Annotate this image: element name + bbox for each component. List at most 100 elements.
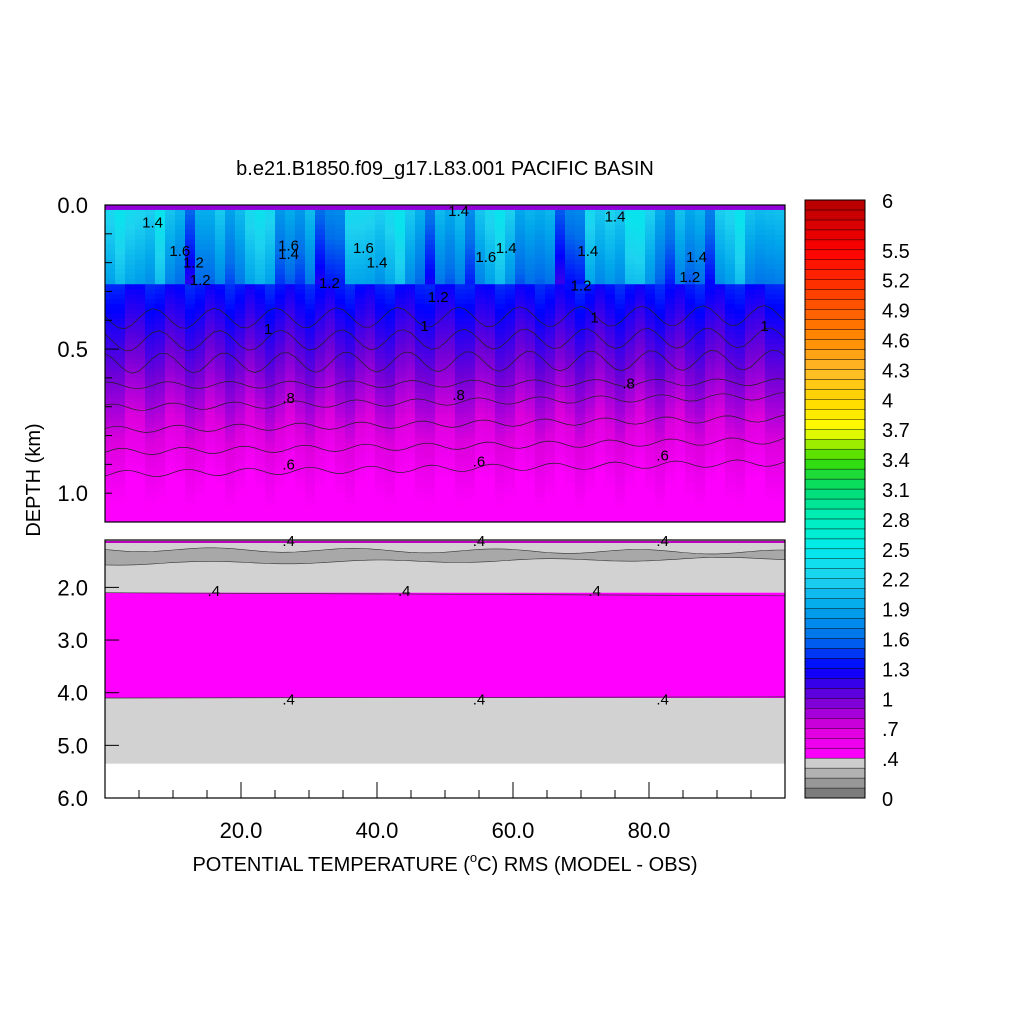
heatmap-cell <box>615 482 626 488</box>
heatmap-cell <box>755 403 766 409</box>
heatmap-cell <box>295 234 306 241</box>
heatmap-cell <box>225 467 236 474</box>
heatmap-cell <box>715 457 726 464</box>
heatmap-cell <box>475 289 486 295</box>
heatmap-cell <box>485 398 496 404</box>
heatmap-cell <box>165 313 176 320</box>
heatmap-cell <box>195 338 206 345</box>
heatmap-cell <box>735 408 746 414</box>
heatmap-cell <box>325 497 336 503</box>
heatmap-cell <box>165 299 176 305</box>
heatmap-cell <box>325 234 336 241</box>
heatmap-cell <box>685 239 696 246</box>
heatmap-cell <box>415 452 426 459</box>
heatmap-cell <box>705 497 716 503</box>
heatmap-cell <box>525 214 536 221</box>
heatmap-cell <box>315 229 326 236</box>
heatmap-cell <box>445 492 456 498</box>
heatmap-cell <box>515 209 526 216</box>
heatmap-cell <box>475 294 486 300</box>
heatmap-cell <box>725 289 736 295</box>
heatmap-cell <box>585 452 596 459</box>
heatmap-cell <box>545 388 556 394</box>
heatmap-cell <box>425 472 436 479</box>
heatmap-cell <box>725 284 736 290</box>
heatmap-cell <box>125 299 136 305</box>
heatmap-cell <box>385 254 396 261</box>
heatmap-cell <box>375 457 386 464</box>
heatmap-cell <box>675 348 686 355</box>
heatmap-cell <box>215 388 226 394</box>
heatmap-cell <box>455 338 466 345</box>
heatmap-cell <box>695 462 706 469</box>
heatmap-cell <box>695 318 706 325</box>
heatmap-cell <box>205 338 216 345</box>
heatmap-cell <box>145 427 156 434</box>
heatmap-cell <box>155 517 166 522</box>
heatmap-cell <box>285 517 296 522</box>
heatmap-cell <box>235 432 246 439</box>
heatmap-cell <box>525 289 536 295</box>
heatmap-cell <box>215 452 226 459</box>
heatmap-cell <box>635 462 646 469</box>
heatmap-cell <box>305 229 316 236</box>
heatmap-cell <box>375 512 386 518</box>
heatmap-cell <box>745 284 756 290</box>
heatmap-cell <box>515 299 526 305</box>
heatmap-cell <box>135 427 146 434</box>
heatmap-cell <box>765 398 776 404</box>
contour-label: 1.4 <box>367 255 388 272</box>
heatmap-cell <box>415 348 426 355</box>
heatmap-cell <box>775 348 785 355</box>
heatmap-cell <box>665 348 676 355</box>
heatmap-cell <box>655 408 666 414</box>
heatmap-cell <box>555 299 566 305</box>
heatmap-cell <box>345 313 356 320</box>
heatmap-cell <box>415 403 426 409</box>
heatmap-cell <box>265 502 276 508</box>
heatmap-cell <box>125 388 136 394</box>
heatmap-cell <box>765 368 776 374</box>
heatmap-cell <box>395 348 406 355</box>
colorbar-swatch <box>804 558 866 569</box>
heatmap-cell <box>155 353 166 360</box>
heatmap-cell <box>265 318 276 325</box>
heatmap-cell <box>125 309 136 315</box>
heatmap-cell <box>365 205 376 211</box>
heatmap-cell <box>445 284 456 290</box>
heatmap-cell <box>585 497 596 503</box>
heatmap-cell <box>345 224 356 231</box>
heatmap-cell <box>415 398 426 404</box>
heatmap-cell <box>645 442 656 449</box>
heatmap-cell <box>725 512 736 518</box>
heatmap-cell <box>575 254 586 261</box>
heatmap-cell <box>675 323 686 330</box>
heatmap-cell <box>615 264 626 270</box>
heatmap-cell <box>355 348 366 355</box>
heatmap-cell <box>455 492 466 498</box>
heatmap-cell <box>635 487 646 493</box>
heatmap-cell <box>535 259 546 266</box>
heatmap-cell <box>765 284 776 290</box>
heatmap-cell <box>275 323 286 330</box>
heatmap-cell <box>635 274 646 280</box>
heatmap-cell <box>605 313 616 320</box>
heatmap-cell <box>475 368 486 374</box>
heatmap-cell <box>625 512 636 518</box>
contour-label: .8 <box>622 376 635 393</box>
heatmap-cell <box>465 472 476 479</box>
heatmap-cell <box>125 338 136 345</box>
heatmap-cell <box>605 353 616 360</box>
heatmap-cell <box>205 517 216 522</box>
heatmap-cell <box>435 333 446 340</box>
heatmap-cell <box>245 427 256 434</box>
colorbar-swatch <box>804 419 866 430</box>
heatmap-cell <box>685 373 696 379</box>
heatmap-cell <box>385 472 396 479</box>
heatmap-cell <box>475 517 486 522</box>
heatmap-cell <box>675 274 686 280</box>
heatmap-cell <box>255 378 266 384</box>
heatmap-cell <box>355 383 366 389</box>
heatmap-cell <box>115 413 126 419</box>
heatmap-cell <box>475 205 486 211</box>
